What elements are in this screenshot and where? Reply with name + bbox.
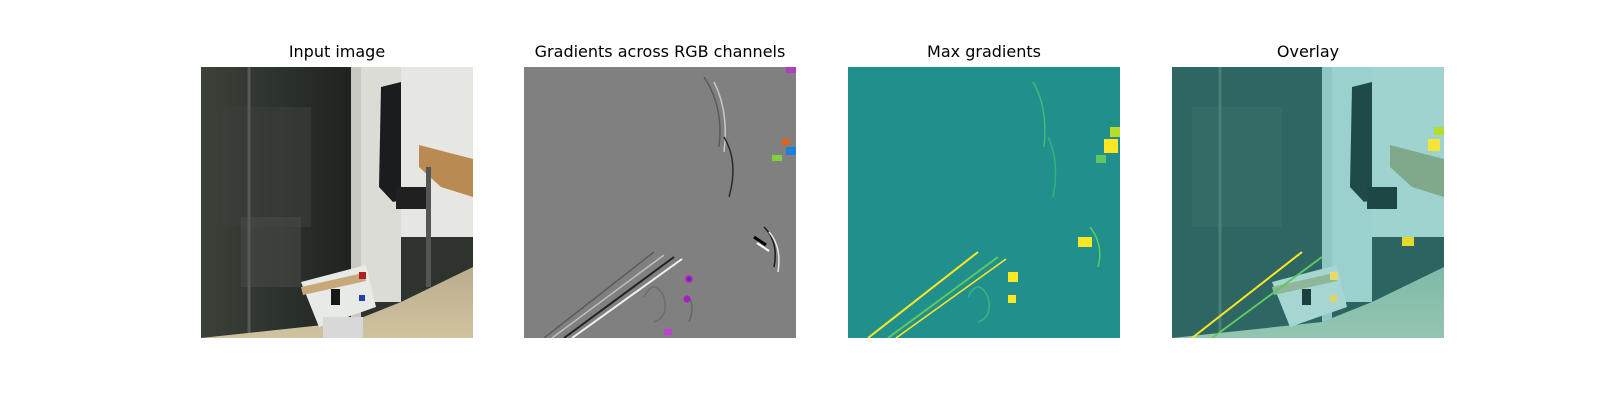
panel-title: Overlay xyxy=(1276,42,1340,61)
panel-max-gradients: Max gradients xyxy=(848,0,1120,400)
panel-title: Max gradients xyxy=(927,42,1041,61)
rgb-gradient-map xyxy=(524,67,796,338)
panel-title: Input image xyxy=(288,42,386,61)
input-image xyxy=(201,67,473,338)
overlay-image xyxy=(1172,67,1444,338)
max-gradient-map xyxy=(848,67,1120,338)
panel-title: Gradients across RGB channels xyxy=(534,42,786,61)
panel-input-image: Input image xyxy=(201,0,473,400)
panel-rgb-gradients: Gradients across RGB channels xyxy=(524,0,796,400)
panel-overlay: Overlay xyxy=(1172,0,1444,400)
